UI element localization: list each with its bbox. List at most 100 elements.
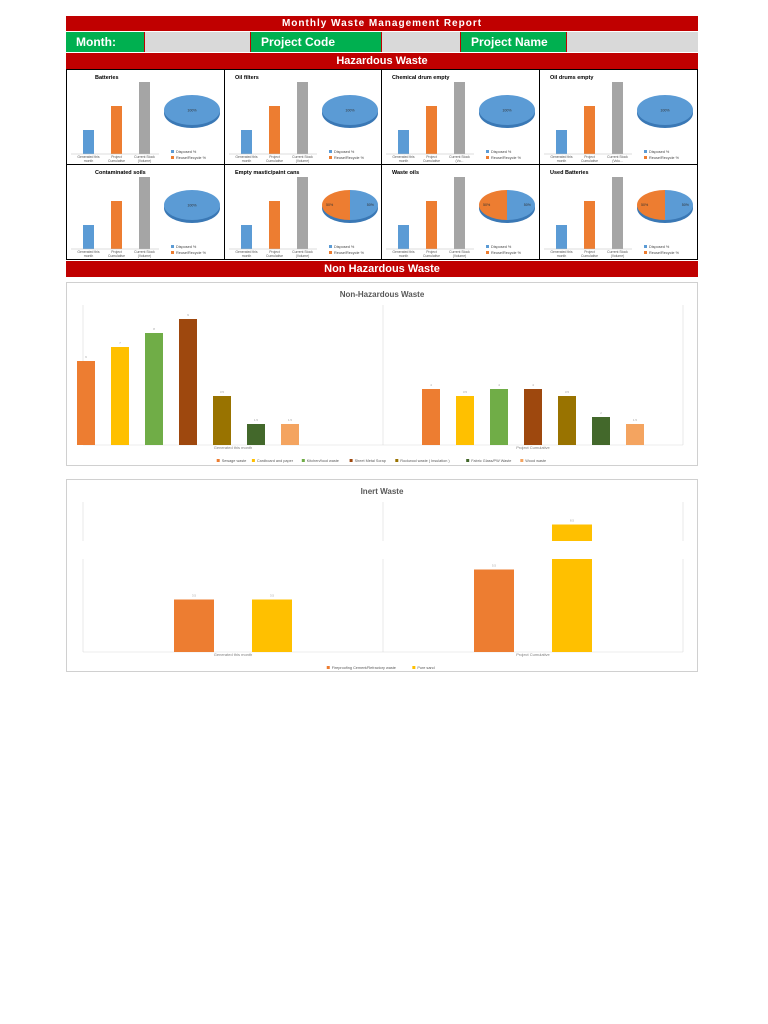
category-label: (Volume) bbox=[138, 254, 152, 258]
legend-entry: Disposed % bbox=[649, 245, 670, 249]
category-label: month bbox=[556, 159, 566, 163]
hazardous-chart-batteries: Batteries Generated this month Project Cumul… bbox=[67, 70, 225, 165]
bar-generated-this-month bbox=[83, 224, 94, 249]
legend-swatch bbox=[486, 250, 489, 254]
bar-generated-this-month bbox=[398, 224, 409, 249]
category-label: (Volume) bbox=[453, 254, 467, 258]
bar-cardboard-and-paper-generated-this-month bbox=[111, 347, 129, 445]
category-label: month bbox=[84, 254, 94, 258]
category-label: Generated this bbox=[77, 155, 100, 159]
legend-entry: Kitchen/food waste bbox=[307, 459, 339, 463]
data-label: 4 bbox=[498, 383, 500, 387]
bar-project-cumulative bbox=[583, 200, 595, 249]
data-label: 2 bbox=[600, 411, 602, 415]
project-code-field[interactable] bbox=[382, 32, 460, 52]
bar-current-stock-volume bbox=[296, 176, 308, 249]
bar-current-stock-volume bbox=[296, 82, 308, 154]
legend-swatch bbox=[251, 459, 255, 462]
category-label: Generated this bbox=[550, 155, 573, 159]
category-label: Current Stock bbox=[292, 250, 313, 254]
legend-swatch bbox=[643, 244, 647, 248]
data-label: 3.5 bbox=[192, 594, 196, 598]
category-label: Project bbox=[269, 155, 280, 159]
category-label: (Volu... bbox=[612, 159, 623, 163]
hazardous-chart-oil-drums-empty: Oil drums empty Generated this month Projec… bbox=[539, 70, 697, 165]
pie-slice-disposed bbox=[164, 189, 220, 220]
bar-current-stock-vo bbox=[454, 82, 465, 154]
category-label: Cumulative bbox=[266, 254, 283, 258]
non-hazardous-waste-svg: Non-Hazardous Waste 6 7 8 9 3.5 1.5 1.5 Generate… bbox=[77, 290, 684, 463]
data-label: 6 bbox=[85, 355, 87, 359]
bar-kitchen-food-waste-generated-this-month bbox=[145, 333, 163, 445]
bar-project-cumulative bbox=[111, 200, 122, 249]
bar-project-cumulative bbox=[426, 106, 437, 154]
legend-swatch bbox=[328, 150, 332, 153]
legend-entry: Disposed % bbox=[334, 245, 355, 249]
data-label: 3.5 bbox=[463, 390, 467, 394]
pie-slice-reuse bbox=[479, 189, 507, 220]
legend-entry: Rockwool waste ( Insulation ) bbox=[400, 459, 450, 463]
legend-swatch bbox=[326, 666, 330, 669]
legend-entry: Disposed % bbox=[176, 150, 197, 154]
bar-kitchen-food-waste-project-cumulative bbox=[490, 389, 508, 445]
hazardous-heading: Hazardous Waste bbox=[66, 53, 698, 69]
legend-swatch bbox=[643, 150, 647, 153]
pie-slice-reuse bbox=[321, 189, 350, 220]
bar-rockwool-waste-insulation-project-cumulative bbox=[558, 396, 576, 445]
category-label: Current Stock bbox=[134, 155, 155, 159]
legend-entry: Reuse/Recycle % bbox=[491, 156, 522, 160]
bar-current-stock-volume bbox=[139, 82, 150, 154]
legend-swatch bbox=[466, 459, 470, 462]
bar-pure-sand-generated-this-month bbox=[252, 599, 292, 652]
chart-title: Waste oils bbox=[392, 170, 419, 176]
month-field[interactable] bbox=[145, 32, 250, 52]
legend-swatch bbox=[349, 459, 353, 462]
pie-label: 50% bbox=[641, 203, 649, 207]
category-label: Project Cumulative bbox=[516, 652, 550, 657]
pie-slice-disposed bbox=[349, 189, 378, 220]
data-label: 1.5 bbox=[633, 418, 637, 422]
category-label: Generated this bbox=[550, 250, 573, 254]
category-label: Project Cumulative bbox=[516, 445, 550, 450]
legend-swatch bbox=[395, 459, 399, 462]
legend-entry: Pure sand bbox=[417, 666, 434, 670]
legend-swatch bbox=[171, 250, 174, 254]
bar-sheet-metal-scrap-generated-this-month bbox=[179, 319, 197, 445]
legend-swatch bbox=[643, 250, 647, 254]
legend-swatch bbox=[328, 244, 332, 248]
legend-swatch bbox=[486, 156, 489, 159]
data-label: 1.5 bbox=[254, 418, 258, 422]
project-name-field[interactable] bbox=[567, 32, 698, 52]
data-label: 8.5 bbox=[570, 519, 574, 523]
legend-entry: Wood waste bbox=[525, 459, 546, 463]
data-label: 9 bbox=[187, 313, 189, 317]
category-label: Generated this month bbox=[214, 652, 252, 657]
project-code-label: Project Code bbox=[251, 32, 381, 52]
category-label: Current Stock bbox=[449, 155, 470, 159]
category-label: (Volume) bbox=[610, 254, 624, 258]
pie-slice-disposed bbox=[636, 95, 693, 125]
bar-wood-waste-generated-this-month bbox=[281, 424, 299, 445]
category-label: Project bbox=[111, 250, 122, 254]
category-label: Cumulative bbox=[108, 159, 125, 163]
pie-slice-disposed bbox=[507, 189, 535, 220]
legend-entry: Fireproofing Cement/Refractory waste bbox=[332, 666, 396, 670]
category-label: (Vo... bbox=[456, 159, 464, 163]
hazardous-charts-grid: Batteries Generated this month Project Cumul… bbox=[66, 69, 698, 260]
category-label: Project bbox=[584, 250, 595, 254]
legend-entry: Reuse/Recycle % bbox=[491, 251, 522, 255]
chart-title: Empty mastic/paint cans bbox=[235, 170, 300, 176]
bar-current-stock-volume bbox=[139, 176, 150, 249]
bar-sewage-waste-project-cumulative bbox=[422, 389, 440, 445]
legend-swatch bbox=[328, 250, 332, 254]
bar-generated-this-month bbox=[555, 130, 567, 154]
legend-entry: Reuse/Recycle % bbox=[649, 251, 680, 255]
pie-label: 100% bbox=[187, 109, 197, 113]
category-label: (Volume) bbox=[295, 159, 309, 163]
